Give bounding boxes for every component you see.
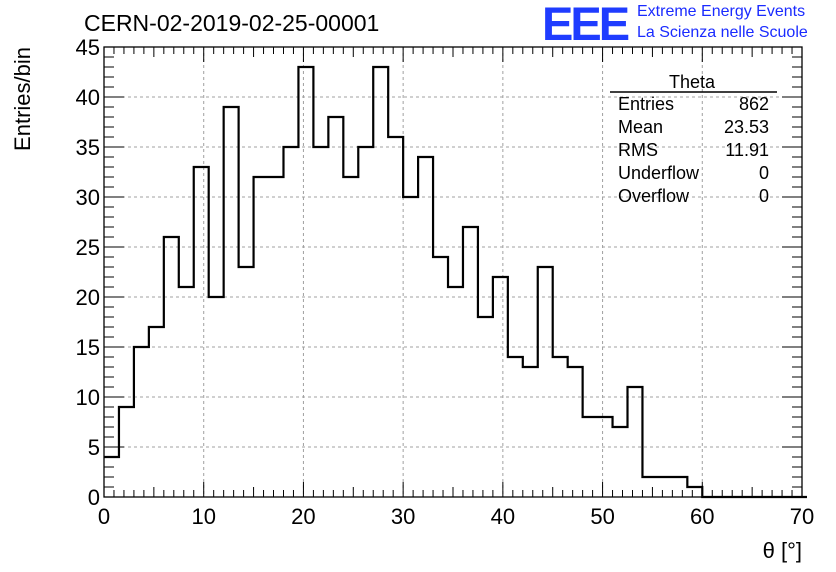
stats-value: 11.91 — [725, 140, 769, 160]
x-tick-label: 70 — [790, 504, 814, 529]
logo-text-line2: La Scienza nelle Scuole — [637, 24, 808, 41]
histogram-bin — [448, 287, 463, 497]
y-tick-label: 5 — [88, 435, 100, 460]
histogram-bin — [523, 367, 538, 497]
stats-value: 862 — [739, 94, 769, 114]
x-tick-labels: 0 10 20 30 40 50 60 70 — [98, 504, 814, 529]
histogram-bin — [373, 67, 388, 497]
histogram-bin — [164, 237, 179, 497]
eee-logo: EEE — [542, 0, 630, 50]
histogram-bin — [687, 487, 702, 497]
stats-label: Mean — [618, 117, 663, 137]
histogram-bin — [269, 177, 284, 497]
histogram-bin — [613, 427, 628, 497]
axis-ticks — [103, 46, 803, 498]
stats-label: Underflow — [618, 163, 700, 183]
y-tick-label: 15 — [76, 335, 100, 360]
histogram-bin — [642, 477, 657, 497]
histogram-bin — [433, 257, 448, 497]
histogram-bin — [672, 477, 687, 497]
histogram-bin — [628, 387, 643, 497]
stats-value: 0 — [759, 163, 769, 183]
x-tick-label: 40 — [491, 504, 515, 529]
histogram-bin — [508, 357, 523, 497]
stats-box: Theta Entries 862 Mean 23.53 RMS 11.91 Underfl… — [610, 72, 777, 206]
y-tick-label: 30 — [76, 185, 100, 210]
histogram-bin — [478, 317, 493, 497]
histogram-bin — [119, 407, 134, 497]
histogram-bin — [493, 277, 508, 497]
y-tick-label: 20 — [76, 285, 100, 310]
histogram-bin — [657, 477, 672, 497]
histogram-bars — [104, 65, 807, 499]
y-tick-label: 10 — [76, 385, 100, 410]
histogram-bin — [224, 107, 239, 497]
histogram-bin — [209, 297, 224, 497]
histogram-bin — [328, 117, 343, 497]
stats-label: Overflow — [618, 186, 690, 206]
x-tick-label: 30 — [391, 504, 415, 529]
histogram-bin — [179, 287, 194, 497]
y-tick-label: 25 — [76, 235, 100, 260]
chart-title: CERN-02-2019-02-25-00001 — [84, 10, 380, 36]
histogram-bin — [388, 137, 403, 497]
y-tick-label: 40 — [76, 85, 100, 110]
histogram-bin — [358, 147, 373, 497]
y-tick-label: 35 — [76, 135, 100, 160]
histogram-bin — [553, 357, 568, 497]
x-axis-label: θ [°] — [763, 538, 802, 563]
histogram-bin — [254, 177, 269, 497]
histogram-bin — [343, 177, 358, 497]
histogram-bin — [583, 417, 598, 497]
stats-label: RMS — [618, 140, 658, 160]
x-tick-label: 50 — [590, 504, 614, 529]
x-tick-label: 20 — [291, 504, 315, 529]
histogram-bin — [598, 417, 613, 497]
y-axis-label: Entries/bin — [10, 47, 35, 151]
histogram-bin — [463, 227, 478, 497]
stats-label: Entries — [618, 94, 674, 114]
histogram-bin — [418, 157, 433, 497]
x-tick-label: 10 — [191, 504, 215, 529]
x-tick-label: 60 — [690, 504, 714, 529]
histogram-bin — [298, 67, 313, 497]
y-tick-label: 0 — [88, 485, 100, 510]
histogram-bin — [149, 327, 164, 497]
stats-value: 23.53 — [724, 117, 769, 137]
histogram-bin — [568, 367, 583, 497]
histogram-bin — [538, 267, 553, 497]
logo-text-line1: Extreme Energy Events — [637, 3, 806, 20]
y-tick-labels: 0 5 10 15 20 25 30 35 40 45 — [76, 35, 100, 510]
histogram-bin — [239, 267, 254, 497]
y-tick-label: 45 — [76, 35, 100, 60]
x-tick-label: 0 — [98, 504, 110, 529]
histogram-bin — [313, 147, 328, 497]
histogram-bin — [283, 147, 298, 497]
stats-name: Theta — [669, 72, 716, 92]
histogram-outline — [104, 65, 807, 499]
stats-value: 0 — [759, 186, 769, 206]
histogram-bin — [134, 347, 149, 497]
